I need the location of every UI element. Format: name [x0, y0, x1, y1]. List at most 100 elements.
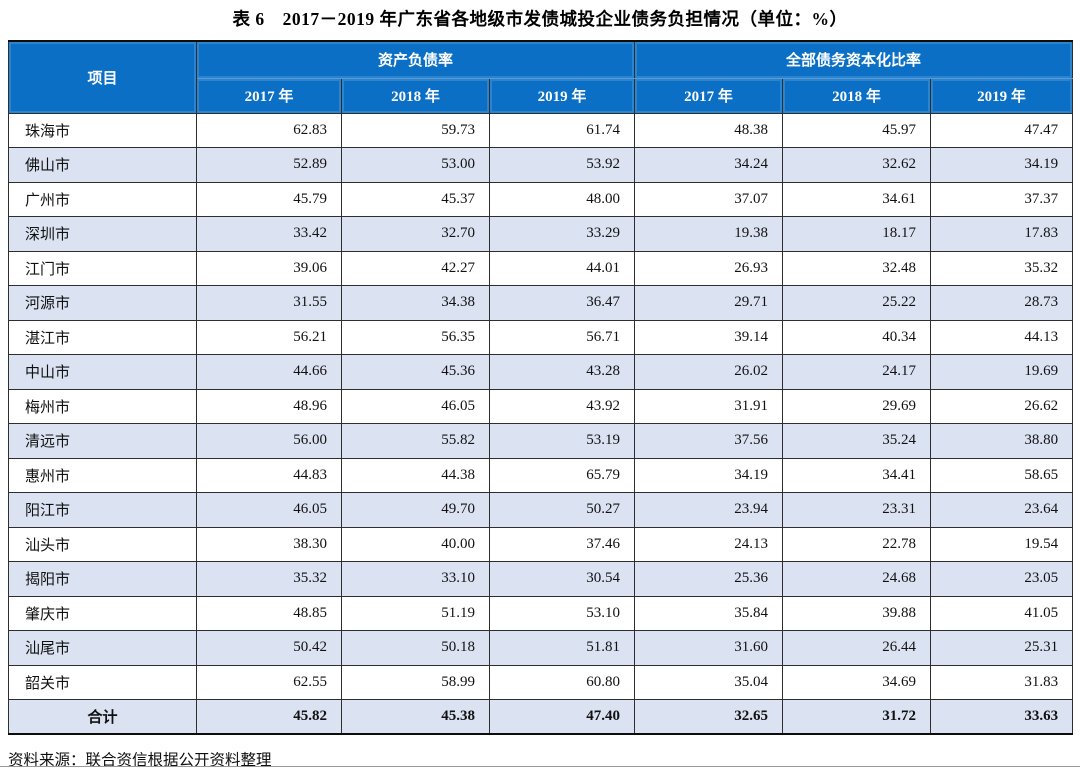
value-cell: 19.38 — [634, 216, 784, 252]
city-label: 江门市 — [8, 250, 197, 286]
value-cell: 46.05 — [196, 492, 342, 528]
column-header-alr-2018: 2018 年 — [341, 77, 490, 114]
value-cell: 26.62 — [930, 388, 1074, 424]
value-cell: 23.94 — [634, 492, 784, 528]
value-cell: 38.80 — [930, 423, 1074, 459]
value-cell: 26.02 — [634, 354, 784, 390]
table-row: 阳江市 46.05 49.70 50.27 23.94 23.31 23.64 — [8, 492, 1074, 528]
value-cell: 45.97 — [782, 112, 932, 148]
value-cell: 39.88 — [782, 595, 932, 631]
city-label: 佛山市 — [8, 147, 197, 183]
value-cell: 51.81 — [488, 630, 636, 666]
debt-burden-table: 项目 资产负债率 全部债务资本化比率 2017 年 2018 年 2019 年 … — [8, 40, 1074, 735]
value-cell: 34.19 — [634, 457, 784, 493]
city-label: 合计 — [8, 699, 197, 735]
value-cell: 19.69 — [930, 354, 1074, 390]
table-header: 项目 资产负债率 全部债务资本化比率 2017 年 2018 年 2019 年 … — [8, 40, 1074, 114]
table-row: 中山市 44.66 45.36 43.28 26.02 24.17 19.69 — [8, 354, 1074, 390]
value-cell: 42.27 — [341, 250, 490, 286]
city-label: 广州市 — [8, 181, 197, 217]
value-cell: 24.17 — [782, 354, 932, 390]
value-cell: 26.93 — [634, 250, 784, 286]
value-cell: 59.73 — [341, 112, 490, 148]
value-cell: 18.17 — [782, 216, 932, 252]
value-cell: 33.29 — [488, 216, 636, 252]
table-row: 深圳市 33.42 32.70 33.29 19.38 18.17 17.83 — [8, 216, 1074, 252]
page-bottom-divider — [0, 766, 1080, 767]
value-cell: 39.06 — [196, 250, 342, 286]
value-cell: 34.69 — [782, 664, 932, 700]
value-cell: 17.83 — [930, 216, 1074, 252]
value-cell: 47.40 — [488, 699, 636, 735]
column-header-project: 项目 — [8, 40, 197, 114]
value-cell: 37.07 — [634, 181, 784, 217]
value-cell: 33.63 — [930, 699, 1074, 735]
value-cell: 35.32 — [196, 561, 342, 597]
city-label: 梅州市 — [8, 388, 197, 424]
value-cell: 31.55 — [196, 285, 342, 321]
value-cell: 25.36 — [634, 561, 784, 597]
value-cell: 50.27 — [488, 492, 636, 528]
value-cell: 56.21 — [196, 319, 342, 355]
value-cell: 44.38 — [341, 457, 490, 493]
table-row: 肇庆市 48.85 51.19 53.10 35.84 39.88 41.05 — [8, 595, 1074, 631]
table-total-row: 合计 45.82 45.38 47.40 32.65 31.72 33.63 — [8, 699, 1074, 735]
value-cell: 35.32 — [930, 250, 1074, 286]
value-cell: 25.22 — [782, 285, 932, 321]
value-cell: 33.10 — [341, 561, 490, 597]
value-cell: 37.46 — [488, 526, 636, 562]
value-cell: 55.82 — [341, 423, 490, 459]
value-cell: 24.13 — [634, 526, 784, 562]
column-group-debt-capitalization-ratio: 全部债务资本化比率 — [634, 40, 1074, 79]
value-cell: 43.28 — [488, 354, 636, 390]
value-cell: 34.61 — [782, 181, 932, 217]
value-cell: 53.10 — [488, 595, 636, 631]
table-row: 河源市 31.55 34.38 36.47 29.71 25.22 28.73 — [8, 285, 1074, 321]
value-cell: 45.82 — [196, 699, 342, 735]
value-cell: 56.35 — [341, 319, 490, 355]
value-cell: 29.69 — [782, 388, 932, 424]
city-label: 中山市 — [8, 354, 197, 390]
value-cell: 31.91 — [634, 388, 784, 424]
value-cell: 32.70 — [341, 216, 490, 252]
city-label: 深圳市 — [8, 216, 197, 252]
header-group-row: 项目 资产负债率 全部债务资本化比率 — [8, 40, 1074, 114]
city-label: 惠州市 — [8, 457, 197, 493]
table-title: 表 6 2017－2019 年广东省各地级市发债城投企业债务负担情况（单位：%） — [232, 9, 848, 29]
value-cell: 26.44 — [782, 630, 932, 666]
value-cell: 24.68 — [782, 561, 932, 597]
city-label: 河源市 — [8, 285, 197, 321]
value-cell: 61.74 — [488, 112, 636, 148]
city-label: 清远市 — [8, 423, 197, 459]
value-cell: 58.99 — [341, 664, 490, 700]
value-cell: 45.37 — [341, 181, 490, 217]
value-cell: 36.47 — [488, 285, 636, 321]
value-cell: 53.92 — [488, 147, 636, 183]
table-row: 广州市 45.79 45.37 48.00 37.07 34.61 37.37 — [8, 181, 1074, 217]
value-cell: 35.04 — [634, 664, 784, 700]
value-cell: 35.24 — [782, 423, 932, 459]
value-cell: 29.71 — [634, 285, 784, 321]
value-cell: 37.56 — [634, 423, 784, 459]
value-cell: 50.18 — [341, 630, 490, 666]
value-cell: 40.34 — [782, 319, 932, 355]
value-cell: 34.24 — [634, 147, 784, 183]
value-cell: 31.72 — [782, 699, 932, 735]
city-label: 珠海市 — [8, 112, 197, 148]
value-cell: 45.79 — [196, 181, 342, 217]
table-row: 佛山市 52.89 53.00 53.92 34.24 32.62 34.19 — [8, 147, 1074, 183]
value-cell: 53.19 — [488, 423, 636, 459]
value-cell: 52.89 — [196, 147, 342, 183]
column-header-alr-2017: 2017 年 — [196, 77, 342, 114]
table-row: 汕头市 38.30 40.00 37.46 24.13 22.78 19.54 — [8, 526, 1074, 562]
table-row: 惠州市 44.83 44.38 65.79 34.19 34.41 58.65 — [8, 457, 1074, 493]
column-header-alr-2019: 2019 年 — [488, 77, 636, 114]
value-cell: 56.00 — [196, 423, 342, 459]
header-year-row: 2017 年 2018 年 2019 年 2017 年 2018 年 2019 … — [9, 77, 1074, 114]
value-cell: 62.55 — [196, 664, 342, 700]
table-row: 梅州市 48.96 46.05 43.92 31.91 29.69 26.62 — [8, 388, 1074, 424]
table-row: 清远市 56.00 55.82 53.19 37.56 35.24 38.80 — [8, 423, 1074, 459]
table-row: 揭阳市 35.32 33.10 30.54 25.36 24.68 23.05 — [8, 561, 1074, 597]
value-cell: 44.66 — [196, 354, 342, 390]
